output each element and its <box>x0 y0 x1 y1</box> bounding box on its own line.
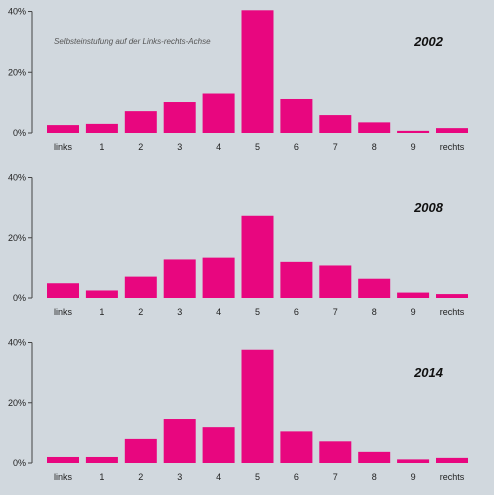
x-tick-label: 3 <box>177 307 182 317</box>
bar-2 <box>124 276 157 298</box>
y-tick-label: 40% <box>8 7 26 17</box>
bar-1 <box>85 290 118 298</box>
x-tick-label: 9 <box>411 472 416 482</box>
panel-2008: 0% 20% 40% links 1 2 3 4 5 6 7 8 9 rechts 2008 <box>8 173 468 317</box>
x-tick-label: links <box>54 142 73 152</box>
x-tick-label: rechts <box>440 307 465 317</box>
x-tick-label: 3 <box>177 472 182 482</box>
y-tick-label: 20% <box>8 233 26 243</box>
x-tick-label: 4 <box>216 142 221 152</box>
x-tick-label: rechts <box>440 142 465 152</box>
bar-3 <box>163 259 196 298</box>
bar-4 <box>202 257 235 298</box>
bar-5 <box>241 10 274 133</box>
y-tick-label: 20% <box>8 398 26 408</box>
x-tick-label: 7 <box>333 307 338 317</box>
bar-links <box>47 125 79 133</box>
x-tick-label: 4 <box>216 472 221 482</box>
y-tick-label: 40% <box>8 173 26 183</box>
panel-2014: 0% 20% 40% links 1 2 3 4 5 6 7 8 9 rechts 2014 <box>8 338 468 482</box>
x-tick-label: links <box>54 472 73 482</box>
y-tick-label: 0% <box>13 458 26 468</box>
chart-annotation: Selbsteinstufung auf der Links-rechts-Ac… <box>54 37 211 46</box>
x-tick-label: 6 <box>294 472 299 482</box>
bar-7 <box>319 115 352 133</box>
x-tick-label: 6 <box>294 307 299 317</box>
x-tick-label: 8 <box>372 307 377 317</box>
bar-9 <box>397 292 430 298</box>
y-tick-label: 20% <box>8 67 26 77</box>
bar-8 <box>358 278 391 298</box>
bar-2 <box>124 111 157 133</box>
y-tick-label: 0% <box>13 293 26 303</box>
x-tick-label: 2 <box>138 142 143 152</box>
x-tick-label: 5 <box>255 472 260 482</box>
bar-3 <box>163 419 196 463</box>
bar-9 <box>397 130 430 133</box>
x-tick-label: 3 <box>177 142 182 152</box>
x-tick-label: 6 <box>294 142 299 152</box>
bar-1 <box>85 456 118 463</box>
y-tick-label: 40% <box>8 338 26 348</box>
bar-rechts <box>436 294 468 298</box>
x-tick-label: 1 <box>99 307 104 317</box>
bar-rechts <box>436 128 468 133</box>
y-tick-label: 0% <box>13 128 26 138</box>
x-tick-label: 9 <box>411 142 416 152</box>
x-tick-label: 5 <box>255 142 260 152</box>
bar-4 <box>202 427 235 463</box>
panel-year-title: 2014 <box>413 365 444 380</box>
x-tick-label: 4 <box>216 307 221 317</box>
x-tick-label: 5 <box>255 307 260 317</box>
panel-2002: 0% 20% 40% links 1 2 3 4 5 6 7 8 9 rechts 2002 Selbstei… <box>8 7 468 152</box>
x-tick-label: rechts <box>440 472 465 482</box>
bar-2 <box>124 438 157 463</box>
bar-rechts <box>436 457 468 463</box>
bar-9 <box>397 459 430 463</box>
bar-links <box>47 283 79 298</box>
bar-4 <box>202 93 235 133</box>
panel-year-title: 2008 <box>413 200 444 215</box>
bar-7 <box>319 265 352 298</box>
bar-8 <box>358 122 391 133</box>
x-tick-label: 2 <box>138 472 143 482</box>
x-tick-label: 7 <box>333 142 338 152</box>
x-tick-label: links <box>54 307 73 317</box>
bar-6 <box>280 98 313 133</box>
bar-6 <box>280 261 313 298</box>
bar-5 <box>241 215 274 298</box>
x-tick-label: 8 <box>372 142 377 152</box>
bar-7 <box>319 441 352 463</box>
bar-5 <box>241 349 274 463</box>
x-tick-label: 8 <box>372 472 377 482</box>
bar-3 <box>163 102 196 133</box>
panel-year-title: 2002 <box>413 34 444 49</box>
x-tick-label: 1 <box>99 142 104 152</box>
bar-6 <box>280 431 313 463</box>
x-tick-label: 7 <box>333 472 338 482</box>
x-tick-label: 1 <box>99 472 104 482</box>
x-tick-label: 9 <box>411 307 416 317</box>
x-tick-label: 2 <box>138 307 143 317</box>
bar-links <box>47 456 79 463</box>
bar-8 <box>358 451 391 463</box>
bar-1 <box>85 123 118 133</box>
